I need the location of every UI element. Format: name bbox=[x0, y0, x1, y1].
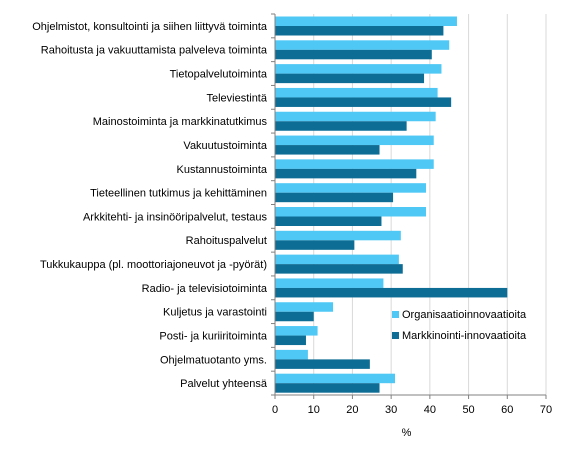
bar-markkinointi bbox=[275, 73, 425, 84]
bar-markkinointi bbox=[275, 335, 306, 346]
bar-organisaatio bbox=[275, 254, 399, 265]
bar-organisaatio bbox=[275, 16, 457, 26]
x-tick-label: 70 bbox=[540, 404, 552, 416]
bar-organisaatio bbox=[275, 135, 434, 146]
bar-markkinointi bbox=[275, 145, 380, 155]
bar-markkinointi bbox=[275, 264, 403, 274]
bar-organisaatio bbox=[275, 183, 426, 193]
legend-label: Markkinointi-innovaatioita bbox=[402, 330, 527, 342]
bar-organisaatio bbox=[275, 40, 450, 50]
axes bbox=[271, 13, 547, 399]
bar-markkinointi bbox=[275, 49, 432, 60]
category-label: Ohjelmistot, konsultointi ja siihen liit… bbox=[32, 21, 268, 33]
bar-markkinointi bbox=[275, 168, 417, 179]
category-label: Posti- ja kuriiritoiminta bbox=[159, 330, 267, 342]
category-label: Ohjelmatuotanto yms. bbox=[160, 354, 267, 366]
bar-organisaatio bbox=[275, 373, 396, 384]
bar-markkinointi bbox=[275, 311, 314, 322]
bar-markkinointi bbox=[275, 240, 355, 250]
legend-label: Organisaatioinnovaatioita bbox=[402, 309, 527, 321]
x-tick-label: 40 bbox=[424, 404, 436, 416]
legend: Organisaatioinnovaatioita Markkinointi-in… bbox=[392, 309, 527, 342]
bar-organisaatio bbox=[275, 349, 308, 360]
x-tick-label: 10 bbox=[308, 404, 320, 416]
category-label: Tieteellinen tutkimus ja kehittäminen bbox=[90, 188, 267, 200]
x-tick-label: 50 bbox=[462, 404, 474, 416]
x-tick-label: 20 bbox=[346, 404, 358, 416]
category-label: Rahoitusta ja vakuuttamista palveleva to… bbox=[41, 45, 268, 57]
category-label: Radio- ja televisiotoiminta bbox=[142, 283, 268, 295]
legend-swatch bbox=[392, 311, 399, 318]
category-label: Televiestintä bbox=[206, 92, 267, 104]
x-tick-label: 0 bbox=[272, 404, 278, 416]
category-label: Palvelut yhteensä bbox=[180, 378, 268, 390]
bar-markkinointi bbox=[275, 383, 380, 393]
x-tick-label: 60 bbox=[501, 404, 513, 416]
category-labels: Ohjelmistot, konsultointi ja siihen liit… bbox=[32, 21, 268, 390]
category-label: Kuljetus ja varastointi bbox=[163, 307, 267, 319]
bar-organisaatio bbox=[275, 326, 318, 336]
bar-organisaatio bbox=[275, 278, 384, 288]
bar-organisaatio bbox=[275, 302, 334, 312]
bar-markkinointi bbox=[275, 26, 444, 36]
x-tick-label: 30 bbox=[385, 404, 397, 416]
category-label: Kustannustoiminta bbox=[177, 164, 268, 176]
bar-organisaatio bbox=[275, 159, 434, 169]
bar-markkinointi bbox=[275, 359, 370, 369]
category-label: Tietopalvelutoiminta bbox=[170, 69, 268, 81]
x-tick-labels: 0 10 20 30 40 50 60 70 bbox=[272, 404, 552, 416]
bar-markkinointi bbox=[275, 192, 394, 203]
legend-swatch bbox=[392, 332, 399, 339]
x-axis-title: % bbox=[402, 427, 412, 439]
category-label: Rahoituspalvelut bbox=[186, 235, 267, 247]
bar-organisaatio bbox=[275, 230, 401, 241]
bar-organisaatio bbox=[275, 111, 436, 122]
category-label: Tukkukauppa (pl. moottoriajoneuvot ja -p… bbox=[40, 259, 267, 271]
bar-organisaatio bbox=[275, 87, 438, 98]
category-label: Arkkitehti- ja insinööripalvelut, testau… bbox=[83, 211, 268, 223]
bar-markkinointi bbox=[275, 121, 407, 131]
bar-markkinointi bbox=[275, 216, 382, 226]
bar-markkinointi bbox=[275, 97, 452, 107]
bars bbox=[275, 16, 508, 393]
bar-organisaatio bbox=[275, 64, 442, 74]
bar-markkinointi bbox=[275, 287, 508, 298]
category-label: Vakuutustoiminta bbox=[183, 140, 267, 152]
bar-organisaatio bbox=[275, 207, 426, 217]
category-label: Mainostoiminta ja markkinatutkimus bbox=[93, 116, 268, 128]
